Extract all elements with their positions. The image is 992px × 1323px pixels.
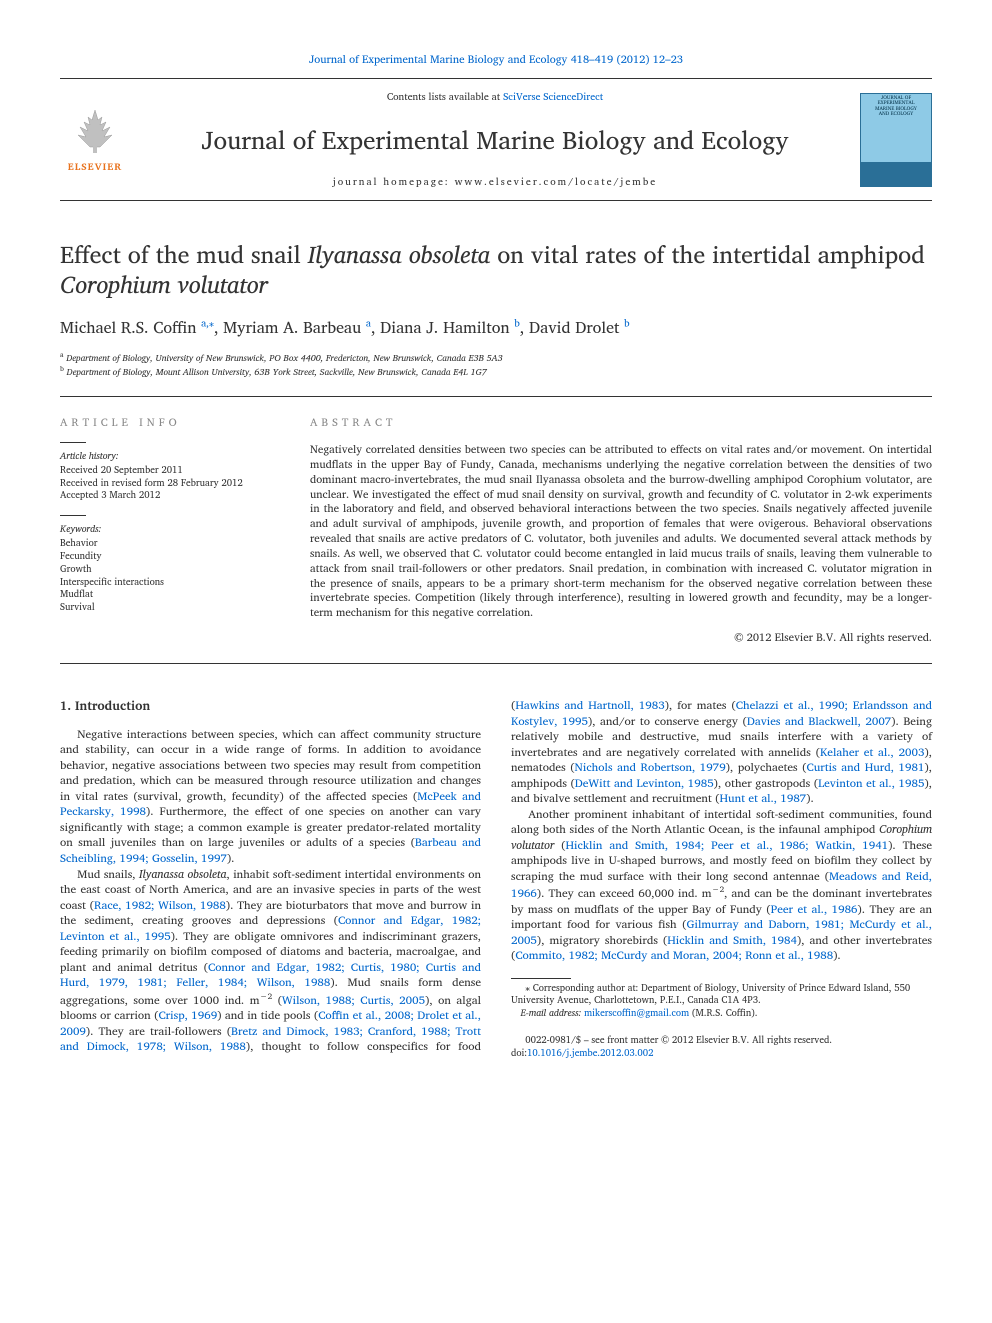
author-name: David Drolet [529, 315, 624, 341]
email-suffix: (M.R.S. Coffin). [689, 1006, 757, 1021]
journal-header: ELSEVIER Contents lists available at Sci… [60, 79, 932, 201]
superscript: −2 [260, 989, 273, 1003]
contents-line: Contents lists available at SciVerse Sci… [130, 89, 860, 105]
contents-prefix: Contents lists available at [387, 89, 503, 105]
title-species: Ilyanassa obsoleta [308, 234, 490, 274]
doi-link[interactable]: 10.1016/j.jembe.2012.03.002 [527, 1046, 653, 1061]
affil-text: Department of Biology, Mount Allison Uni… [64, 364, 487, 379]
masthead-citation: Journal of Experimental Marine Biology a… [60, 50, 932, 68]
body-text: Another prominent inhabitant of intertid… [511, 805, 932, 840]
cover-band [861, 162, 931, 186]
cover-line: AND ECOLOGY [861, 112, 931, 118]
corresponding-footnote: ⁎ Corresponding author at: Department of… [511, 978, 932, 1021]
divider [60, 515, 86, 516]
abstract-col: abstract Negatively correlated densities… [310, 415, 932, 645]
author-name: Myriam A. Barbeau [223, 315, 366, 341]
divider [511, 978, 571, 979]
affiliations: a Department of Biology, University of N… [60, 351, 932, 378]
email-label: E-mail address: [521, 1006, 585, 1021]
section-heading: 1. Introduction [60, 698, 481, 715]
body-text: ). [833, 946, 841, 965]
history-head: Article history: [60, 451, 280, 464]
elsevier-logo: ELSEVIER [60, 105, 130, 175]
abstract-text: Negatively correlated densities between … [310, 442, 932, 620]
history-line: Accepted 3 March 2012 [60, 490, 280, 503]
keyword: Survival [60, 602, 280, 615]
journal-title: Journal of Experimental Marine Biology a… [130, 119, 860, 160]
author-list: Michael R.S. Coffin a,⁎, Myriam A. Barbe… [60, 315, 932, 341]
author-name: Michael R.S. Coffin [60, 315, 201, 341]
author-name: Diana J. Hamilton [380, 315, 514, 341]
citation-link[interactable]: Journal of Experimental Marine Biology a… [309, 50, 683, 68]
article-info-head: article info [60, 415, 280, 430]
doi-footnote: 0022-0981/$ – see front matter © 2012 El… [511, 1035, 932, 1061]
citation-link[interactable]: Commito, 1982; McCurdy and Moran, 2004; … [515, 946, 833, 965]
elsevier-tree-icon [70, 105, 120, 155]
journal-cover-thumb: JOURNAL OF EXPERIMENTAL MARINE BIOLOGY A… [860, 93, 932, 187]
author-affil-sup: b [624, 316, 630, 332]
article-title: Effect of the mud snail Ilyanassa obsole… [60, 239, 932, 299]
body-columns: 1. Introduction Negative interactions be… [60, 698, 932, 1061]
title-text: on vital rates of the intertidal amphipo… [490, 234, 925, 274]
copyright-line: © 2012 Elsevier B.V. All rights reserved… [310, 630, 932, 645]
article-info-col: article info Article history: Received 2… [60, 415, 280, 645]
author-sep: , [520, 315, 529, 341]
divider [60, 442, 86, 443]
author-sep: , [371, 315, 380, 341]
author-sep: , [214, 315, 223, 341]
doi-label: doi: [511, 1046, 527, 1061]
journal-homepage: journal homepage: www.elsevier.com/locat… [130, 174, 860, 190]
author-affil-sup: a, [201, 316, 209, 332]
corr-text: ⁎ Corresponding author at: Department of… [511, 983, 932, 1009]
keyword: Fecundity [60, 551, 280, 564]
sciencedirect-link[interactable]: SciVerse ScienceDirect [503, 89, 603, 105]
email-link[interactable]: mikerscoffin@gmail.com [584, 1006, 689, 1021]
keyword: Interspecific interactions [60, 577, 280, 590]
citation-link[interactable]: Levinton et al., 1985 [818, 774, 924, 793]
abstract-head: abstract [310, 415, 932, 430]
elsevier-wordmark: ELSEVIER [68, 159, 123, 175]
superscript: −2 [712, 882, 725, 896]
title-species: Corophium volutator [60, 264, 268, 304]
body-paragraph: Negative interactions between species, w… [60, 727, 481, 867]
body-paragraph: Another prominent inhabitant of intertid… [511, 807, 932, 964]
